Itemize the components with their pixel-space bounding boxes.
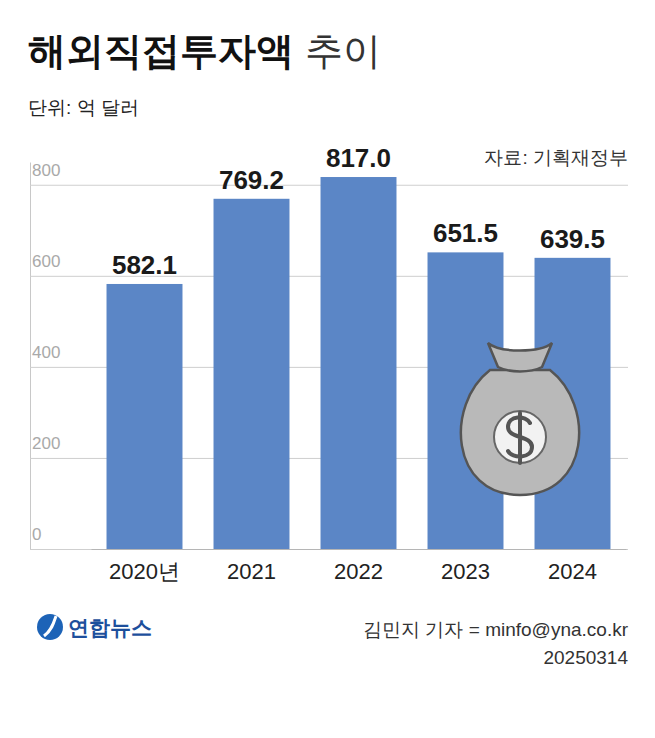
x-tick-label: 2022 <box>334 559 383 584</box>
x-tick-label: 2023 <box>441 559 490 584</box>
data-label: 651.5 <box>433 218 498 248</box>
bag-neck <box>488 343 552 372</box>
x-tick: 2022 <box>334 559 383 584</box>
bag-dollar-sign <box>508 413 532 463</box>
logo-text: 연합뉴스 <box>68 616 152 639</box>
y-tick-label: 600 <box>32 252 60 271</box>
bag-coin <box>494 411 546 463</box>
x-tick: 2020년 <box>109 559 180 584</box>
data-label: 817.0 <box>326 143 391 173</box>
money-bag-icon <box>461 343 579 495</box>
data-labels: 582.1 769.2 817.0 651.5 639.5 <box>112 143 605 280</box>
chart: 해외직접투자액 추이단위: 억 달러자료: 기획재정부 0 200 400 600 800… <box>0 0 655 738</box>
bag-body <box>461 370 579 495</box>
bar <box>214 199 290 549</box>
y-tick-label: 0 <box>32 525 41 544</box>
x-tick: 2021 <box>227 559 276 584</box>
y-axis: 0 200 400 600 800 <box>30 161 628 550</box>
title: 해외직접투자액 추이 <box>28 30 381 72</box>
date: 20250314 <box>543 647 628 668</box>
bar <box>321 177 397 549</box>
x-tick: 2023 <box>441 559 490 584</box>
logo-swoosh <box>44 616 56 636</box>
data-label: 769.2 <box>219 165 284 195</box>
grid-line <box>30 549 628 550</box>
x-axis-line <box>92 549 627 550</box>
x-tick-label: 2021 <box>227 559 276 584</box>
data-label: 639.5 <box>540 224 605 254</box>
x-tick-label: 2020년 <box>109 559 180 584</box>
subtitle: 단위: 억 달러 <box>28 97 139 118</box>
x-tick: 2024 <box>548 559 597 584</box>
credit: 김민지 기자 = minfo@yna.co.kr <box>363 619 628 640</box>
data-label: 582.1 <box>112 250 177 280</box>
y-axis-line <box>30 163 31 550</box>
y-tick-label: 800 <box>32 161 60 180</box>
x-axis: 2020년 2021 2022 2023 2024 <box>92 550 627 584</box>
bar <box>107 284 183 549</box>
x-tick-label: 2024 <box>548 559 597 584</box>
y-tick-label: 400 <box>32 343 60 362</box>
bars <box>107 177 611 549</box>
y-tick-label: 200 <box>32 434 60 453</box>
logo-mark <box>37 614 63 640</box>
source: 자료: 기획재정부 <box>484 147 628 168</box>
